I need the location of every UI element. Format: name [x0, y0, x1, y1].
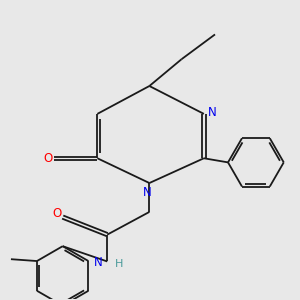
Text: N: N [94, 256, 103, 269]
Text: O: O [43, 152, 52, 165]
Text: O: O [52, 207, 62, 220]
Text: N: N [208, 106, 216, 118]
Text: N: N [143, 186, 152, 199]
Text: H: H [115, 259, 123, 269]
